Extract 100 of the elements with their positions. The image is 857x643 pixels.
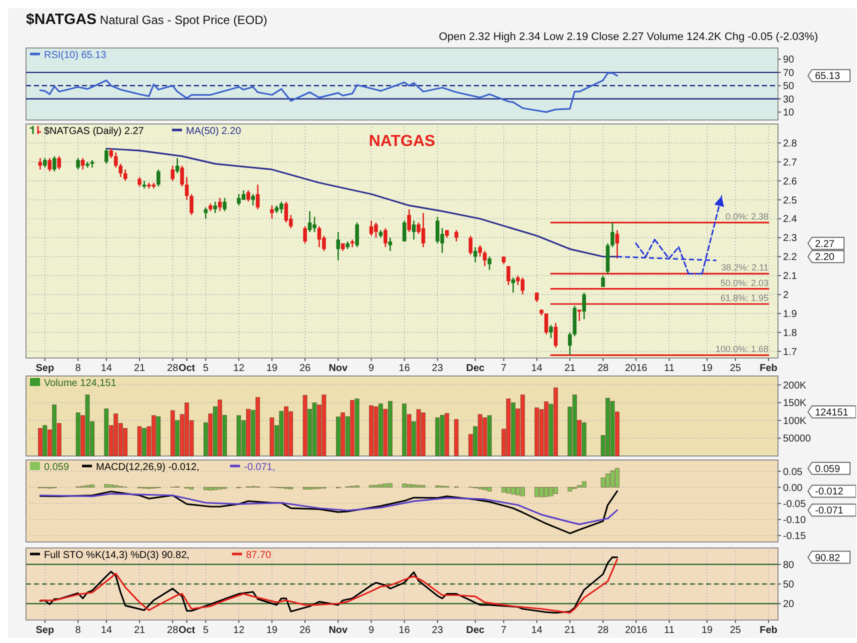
y-tick-label: 1.7: [783, 346, 798, 358]
y-tick-label: 2: [783, 290, 789, 302]
candlestick: [388, 237, 392, 252]
y-tick-label: 30: [783, 94, 795, 106]
x-tick-label: 19: [701, 363, 714, 374]
legend-label: Full STO %K(14,3) %D(3) 90.82,: [44, 550, 190, 561]
text: 2.27: [815, 238, 835, 250]
candlestick: [303, 226, 307, 244]
chart-title: $NATGAS Natural Gas - Spot Price (EOD): [26, 11, 268, 28]
line-series: [39, 492, 618, 526]
x-tick-label: Dec: [466, 625, 485, 636]
y-tick-label: 10: [783, 108, 795, 119]
legend-label: 0.059: [44, 462, 70, 473]
text: 124151: [815, 407, 849, 418]
x-tick-label: 14: [531, 363, 543, 374]
candlestick: [544, 312, 548, 335]
candlestick: [251, 193, 255, 206]
line-series: [106, 148, 618, 258]
candlestick: [180, 165, 184, 188]
candlestick: [118, 163, 122, 178]
x-tick-label: Oct: [178, 625, 196, 636]
candlestick: [156, 168, 160, 188]
x-tick-label: 25: [730, 363, 742, 374]
candlestick: [109, 148, 114, 159]
y-tick-label: 20: [783, 599, 795, 610]
text: 2.20: [815, 252, 835, 264]
y-tick-label: 2.4: [783, 214, 798, 226]
candlestick: [246, 190, 250, 202]
x-tick-label: Feb: [760, 363, 778, 374]
candlestick: [52, 156, 56, 172]
candlestick: [582, 292, 586, 320]
x-tick-label: 21: [134, 625, 146, 636]
candlestick: [123, 168, 128, 182]
x-tick-label: Oct: [178, 363, 196, 374]
x-tick-label: 28: [167, 625, 179, 636]
text: -0.012: [815, 486, 844, 498]
x-tick-label: 9: [368, 363, 374, 374]
x-tick-label: 14: [100, 625, 112, 636]
candlestick: [138, 176, 142, 188]
line-series: [39, 72, 618, 113]
candlestick: [615, 229, 620, 260]
x-tick-label: Feb: [760, 625, 778, 636]
candlestick: [384, 228, 388, 248]
x-tick-label: 21: [564, 625, 576, 636]
text: 90.82: [815, 552, 840, 564]
candlestick: [577, 309, 582, 322]
x-tick-label: Sep: [36, 363, 54, 374]
candlestick: [284, 201, 288, 224]
text: 65.13: [815, 71, 840, 82]
y-tick-label: 50: [783, 81, 795, 92]
candlestick: [412, 220, 416, 240]
candlestick: [48, 157, 52, 172]
candlestick: [43, 157, 47, 168]
x-tick-label: 23: [432, 363, 444, 374]
x-tick-label: Nov: [328, 625, 348, 636]
x-tick-label: 26: [299, 363, 312, 374]
legend-label: MA(50) 2.20: [186, 126, 242, 137]
candlestick: [104, 148, 108, 164]
y-tick-label: 2.6: [783, 176, 798, 188]
x-tick-label: 2016: [624, 625, 648, 636]
y-tick-label: 100K: [783, 416, 807, 427]
y-tick-label: 2.7: [783, 157, 798, 168]
x-tick-label: 25: [730, 625, 742, 636]
candlestick: [568, 332, 572, 356]
y-tick-label: -0.10: [783, 514, 806, 526]
annotation: 61.8%: 1.95: [720, 293, 769, 303]
text: -0.071: [815, 506, 844, 517]
candlestick: [222, 197, 227, 212]
candlestick: [355, 222, 359, 248]
candlestick: [473, 246, 478, 263]
x-tick-label: 9: [368, 625, 374, 636]
candlestick: [506, 265, 510, 286]
y-tick-label: 1.8: [783, 328, 798, 339]
x-tick-label: Dec: [466, 363, 485, 374]
x-tick-label: 8: [75, 625, 82, 636]
line-series: [39, 490, 618, 534]
candlestick: [336, 231, 340, 262]
y-tick-label: 2.2: [783, 252, 798, 264]
candlestick: [114, 152, 118, 168]
annotation: 38.2%: 2.11: [721, 262, 769, 273]
x-tick-label: 11: [664, 363, 675, 374]
candlestick: [468, 235, 472, 256]
y-tick-label: 150K: [783, 398, 807, 410]
legend-label: RSI(10) 65.13: [44, 50, 107, 61]
candlestick: [270, 204, 274, 220]
candlestick: [478, 244, 482, 258]
candlestick: [213, 201, 218, 214]
candlestick: [218, 197, 222, 212]
candlestick: [534, 292, 539, 303]
candlestick: [601, 274, 605, 288]
y-tick-label: 2.1: [783, 271, 798, 282]
y-tick-label: 50000: [783, 434, 812, 445]
y-tick-label: 0.00: [783, 482, 803, 494]
y-tick-label: 1.9: [783, 308, 798, 320]
text: NATGAS: [368, 133, 436, 150]
y-tick-label: 2.5: [783, 195, 798, 206]
y-tick-label: 80: [783, 560, 795, 571]
candlestick: [80, 157, 85, 170]
candlestick: [482, 250, 487, 267]
x-tick-label: 19: [266, 625, 278, 636]
